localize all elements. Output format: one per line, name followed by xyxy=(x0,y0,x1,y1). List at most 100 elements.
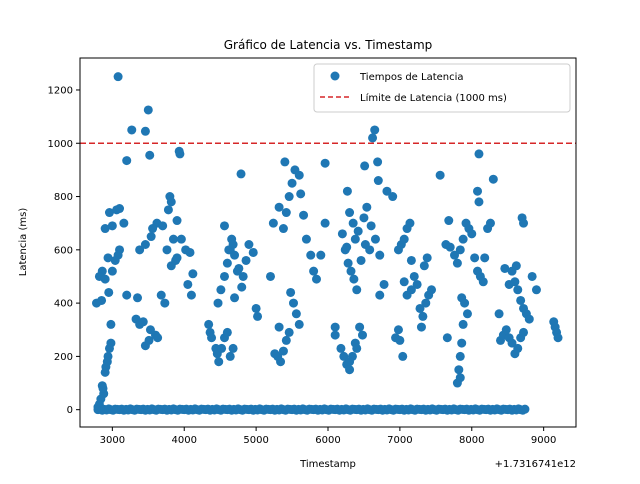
data-point xyxy=(122,290,132,300)
data-point xyxy=(511,261,521,271)
legend-box xyxy=(313,63,571,113)
data-point xyxy=(460,298,470,308)
x-tick-label: 4000 xyxy=(172,435,197,446)
data-point xyxy=(320,158,330,168)
data-point xyxy=(140,240,150,249)
data-point xyxy=(519,218,529,228)
data-point xyxy=(524,314,534,324)
data-point xyxy=(409,271,419,281)
data-point xyxy=(294,319,304,329)
data-point xyxy=(343,258,353,268)
data-point xyxy=(373,157,383,167)
data-point xyxy=(379,279,389,289)
data-point xyxy=(301,234,311,244)
y-axis-label: Latencia (ms) xyxy=(18,208,29,277)
data-point xyxy=(100,274,110,284)
data-point xyxy=(340,245,350,255)
data-point xyxy=(176,234,186,244)
data-point xyxy=(474,149,484,159)
x-tick-label: 9000 xyxy=(531,435,556,446)
data-point xyxy=(162,245,172,255)
data-point xyxy=(228,240,238,249)
data-point xyxy=(350,234,360,244)
data-point xyxy=(104,343,114,353)
data-point xyxy=(158,221,168,231)
data-point xyxy=(156,290,166,300)
data-point xyxy=(362,202,372,212)
data-point xyxy=(145,150,155,160)
data-point xyxy=(146,232,156,242)
data-point xyxy=(316,250,326,260)
data-point xyxy=(399,277,409,287)
data-point xyxy=(500,263,510,273)
data-point xyxy=(412,279,422,289)
data-point xyxy=(232,266,242,276)
data-point xyxy=(309,266,319,276)
data-point xyxy=(445,242,455,252)
data-point xyxy=(103,253,113,263)
data-point xyxy=(222,258,232,268)
data-point xyxy=(219,221,229,231)
x-tick-label: 5000 xyxy=(243,435,268,446)
data-point xyxy=(138,317,148,327)
data-point xyxy=(284,192,294,202)
points-layer xyxy=(92,72,563,415)
data-point xyxy=(251,303,261,313)
data-point xyxy=(356,255,366,265)
data-point xyxy=(553,333,563,343)
data-point xyxy=(365,245,375,255)
y-axis: 0 200 400 600 800 1000 1200 xyxy=(48,85,80,416)
data-point xyxy=(346,266,356,276)
data-point xyxy=(444,216,454,226)
data-point xyxy=(280,157,290,167)
data-point xyxy=(345,365,355,375)
data-point xyxy=(236,169,246,179)
data-point xyxy=(244,240,254,249)
data-point xyxy=(299,210,309,220)
data-point xyxy=(222,327,232,337)
data-point xyxy=(368,133,378,143)
data-point xyxy=(455,245,465,255)
data-point xyxy=(398,351,408,361)
data-point xyxy=(143,105,153,115)
data-point xyxy=(204,319,214,329)
data-point xyxy=(289,298,298,308)
data-point xyxy=(339,351,349,361)
data-point xyxy=(281,335,291,345)
x-offset-label: +1.7316741e12 xyxy=(495,459,576,470)
data-point xyxy=(330,330,340,340)
data-point xyxy=(488,174,498,184)
data-point xyxy=(442,333,452,343)
data-point xyxy=(458,234,468,244)
data-point xyxy=(375,290,385,300)
data-point xyxy=(406,285,416,295)
data-point xyxy=(507,338,517,348)
data-point xyxy=(230,250,240,260)
data-point xyxy=(241,255,251,265)
data-point xyxy=(97,295,107,305)
data-point xyxy=(516,295,526,305)
data-point xyxy=(104,287,114,297)
data-point xyxy=(306,250,316,260)
data-point xyxy=(458,319,468,329)
data-point xyxy=(106,319,116,329)
chart-title: Gráfico de Latencia vs. Timestamp xyxy=(224,38,433,52)
data-point xyxy=(144,335,154,345)
data-point xyxy=(133,293,143,303)
data-point xyxy=(168,234,178,244)
data-point xyxy=(366,221,376,231)
data-point xyxy=(395,335,405,345)
data-point xyxy=(312,274,321,284)
x-tick-label: 6000 xyxy=(315,435,340,446)
data-point xyxy=(188,269,198,279)
data-point xyxy=(225,351,235,361)
data-point xyxy=(100,367,110,377)
data-point xyxy=(238,271,248,281)
data-point xyxy=(278,224,288,234)
data-point xyxy=(172,253,182,263)
data-point xyxy=(388,192,398,202)
data-point xyxy=(513,343,523,353)
data-point xyxy=(419,261,429,271)
data-point xyxy=(531,285,541,295)
